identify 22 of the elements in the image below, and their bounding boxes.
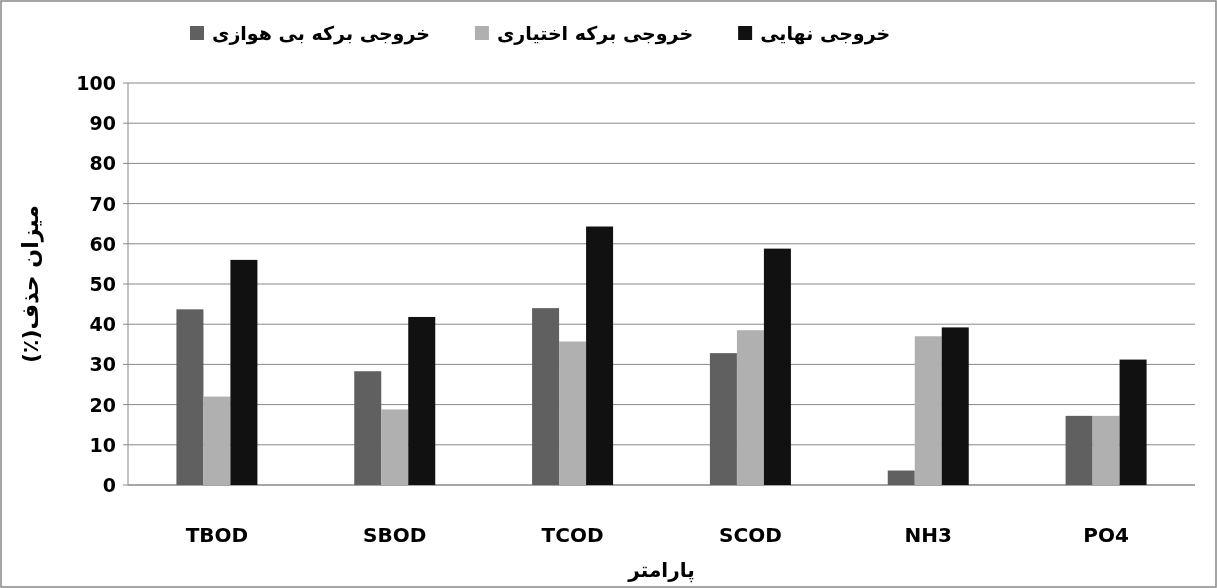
x-tick-label: TBOD bbox=[185, 523, 249, 547]
y-tick-label: 60 bbox=[89, 232, 116, 255]
y-tick-label: 0 bbox=[102, 474, 116, 496]
legend-label: خروجی برکه اختیاری bbox=[496, 22, 694, 45]
x-tick-label: SBOD bbox=[363, 523, 427, 547]
y-axis-title: میزان حذف(٪) bbox=[18, 205, 44, 363]
y-tick-label: 30 bbox=[89, 353, 116, 376]
x-tick-label: TCOD bbox=[541, 523, 604, 547]
y-tick-label: 80 bbox=[89, 152, 116, 175]
y-tick-label: 40 bbox=[89, 313, 116, 336]
y-tick-label: 70 bbox=[89, 192, 116, 215]
y-tick-label: 50 bbox=[89, 273, 116, 295]
y-tick-label: 100 bbox=[76, 72, 116, 94]
x-tick-label: PO4 bbox=[1083, 523, 1129, 547]
y-tick-label: 20 bbox=[89, 393, 116, 416]
legend-label: خروجی نهایی bbox=[760, 22, 891, 45]
y-tick-label: 10 bbox=[89, 433, 116, 456]
x-tick-label: SCOD bbox=[719, 523, 782, 547]
legend-label: خروجی برکه بی هوازی bbox=[212, 22, 430, 45]
y-tick-label: 90 bbox=[89, 112, 116, 135]
x-tick-label: NH3 bbox=[904, 523, 952, 547]
x-axis-title: پارامتر bbox=[627, 558, 695, 583]
